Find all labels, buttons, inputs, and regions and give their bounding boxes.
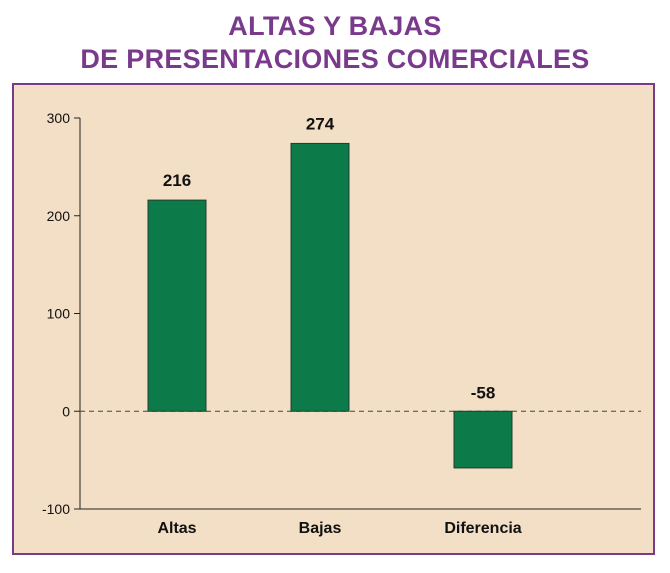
- chart-title-line-2: DE PRESENTACIONES COMERCIALES: [80, 44, 590, 74]
- bar-bajas: [290, 142, 350, 412]
- y-tick-label: 300: [47, 110, 71, 126]
- x-category-label: Bajas: [299, 520, 342, 537]
- y-tick-label: -100: [42, 501, 70, 517]
- x-category-label: Altas: [157, 520, 196, 537]
- y-ticks: 300 200 100 0 -100: [42, 110, 80, 517]
- bar-diferencia: [453, 410, 513, 469]
- x-category-label: Diferencia: [444, 520, 521, 537]
- bars: [147, 142, 513, 469]
- y-tick-label: 0: [62, 403, 70, 419]
- data-label: 216: [163, 171, 191, 190]
- chart-title: ALTAS Y BAJAS DE PRESENTACIONES COMERCIA…: [0, 10, 670, 76]
- labels: 216 Altas 274 Bajas -58 Diferencia: [157, 114, 521, 537]
- data-label: 274: [306, 114, 335, 133]
- data-label: -58: [471, 383, 496, 402]
- chart-title-line-1: ALTAS Y BAJAS: [228, 11, 442, 41]
- y-tick-label: 100: [47, 306, 71, 322]
- bar-altas: [147, 199, 207, 412]
- y-tick-label: 200: [47, 208, 71, 224]
